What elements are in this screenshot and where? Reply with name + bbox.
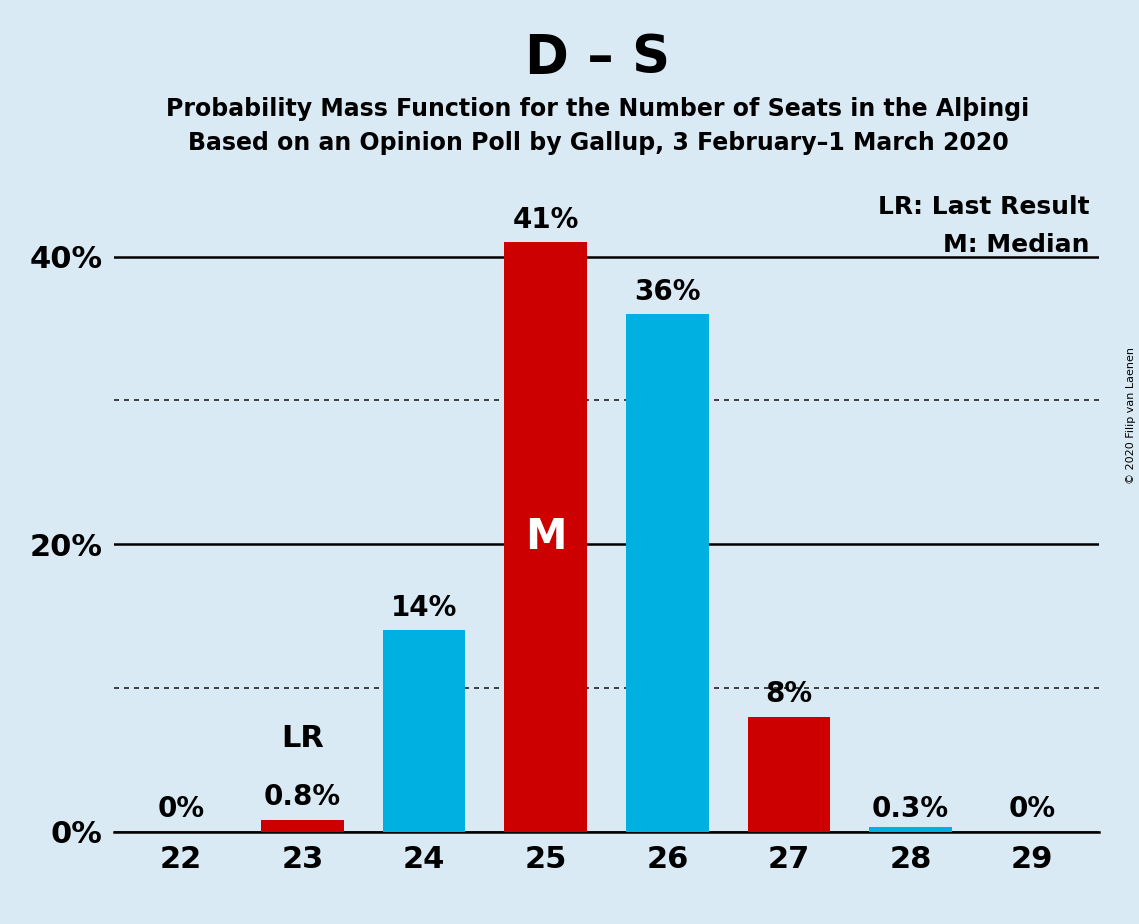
Bar [261, 821, 344, 832]
Bar [626, 314, 708, 832]
Text: 36%: 36% [634, 277, 700, 306]
Bar [747, 717, 830, 832]
Bar [383, 630, 466, 832]
Text: LR: LR [281, 723, 323, 752]
Text: 8%: 8% [765, 680, 812, 708]
Bar [505, 242, 587, 832]
Text: 14%: 14% [391, 594, 457, 622]
Text: 0%: 0% [1009, 795, 1056, 823]
Text: M: Median: M: Median [943, 233, 1089, 257]
Text: 41%: 41% [513, 206, 579, 234]
Text: Based on an Opinion Poll by Gallup, 3 February–1 March 2020: Based on an Opinion Poll by Gallup, 3 Fe… [188, 131, 1008, 155]
Text: LR: Last Result: LR: Last Result [878, 194, 1089, 218]
Text: 0.3%: 0.3% [872, 795, 949, 823]
Text: D – S: D – S [525, 32, 671, 84]
Bar [869, 827, 952, 832]
Text: © 2020 Filip van Laenen: © 2020 Filip van Laenen [1126, 347, 1136, 484]
Text: M: M [525, 516, 566, 558]
Text: 0.8%: 0.8% [264, 784, 341, 811]
Text: Probability Mass Function for the Number of Seats in the Alþingi: Probability Mass Function for the Number… [166, 97, 1030, 121]
Text: 0%: 0% [157, 795, 204, 823]
